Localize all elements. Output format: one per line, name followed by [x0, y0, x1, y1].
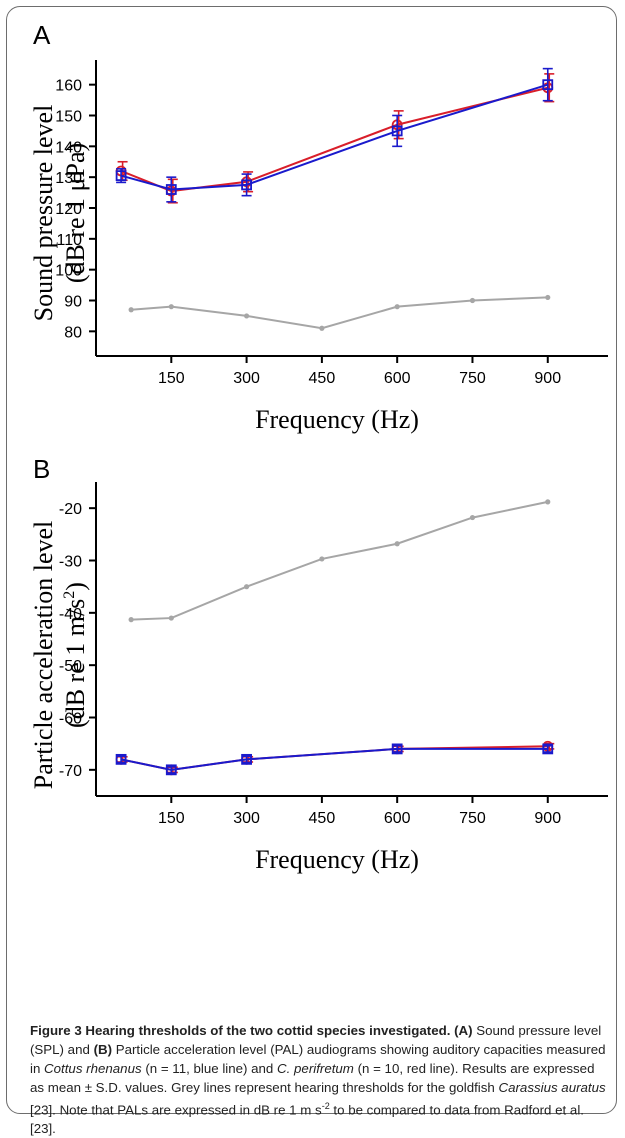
panel-a-ticks: 80 90 100 110 120 130 140 150 160 150 300 450 600 750…	[55, 78, 561, 387]
goldfish-line	[131, 500, 548, 621]
panel-b-ytick-label: -60	[59, 711, 82, 728]
panel-a-ytick-label: 90	[64, 294, 82, 311]
caption-species-3: Carassius auratus	[498, 1080, 606, 1095]
c_rhenanus-point	[115, 753, 127, 765]
caption-superscript: -2	[321, 1101, 330, 1111]
c_rhenanus-line	[120, 83, 549, 191]
panel-a-ylabel-line1: Sound pressure level	[29, 105, 58, 322]
goldfish-point	[168, 615, 174, 621]
goldfish-point	[243, 584, 250, 590]
panel-b-ytick-label: -20	[59, 501, 82, 518]
panel-a-ylabel-line2: (dB re 1 μPa)	[61, 143, 90, 283]
panel-a-ytick-label: 100	[55, 263, 82, 280]
c_rhenanus-point	[391, 743, 403, 755]
panel-b-ytick-label: -50	[59, 658, 82, 675]
panel-b-ticks: -70 -60 -50 -40 -30 -20 150 300 450 600 750 900	[59, 501, 561, 827]
caption-text-3: (n = 11, blue line) and	[141, 1061, 278, 1076]
goldfish-point	[469, 297, 476, 304]
panel-b: B -70 -60 -50 -40 -30 -20 150 300 450 600 750 900 P…	[29, 454, 608, 874]
goldfish-point	[394, 541, 400, 547]
panel-a-axes	[95, 60, 608, 357]
panel-b-xtick-label: 450	[309, 810, 336, 827]
caption-text-1: Sound pressure level (SPL) and	[30, 1023, 602, 1057]
c_rhenanus-point	[165, 764, 177, 776]
panel-b-ylabel-unit-pre: (dB re 1 m/s	[61, 599, 90, 728]
c_rhenanus-point	[115, 170, 127, 182]
goldfish-point	[394, 304, 400, 310]
c_rhenanus-point	[542, 79, 554, 91]
c_rhenanus-point	[241, 179, 252, 191]
panel-a-series-c_perifretum	[115, 73, 555, 204]
c_rhenanus-point	[165, 184, 177, 195]
caption-text-4: (n = 10, red line). Results are expresse…	[30, 1061, 595, 1095]
panel-a-ytick-label: 110	[56, 232, 82, 249]
panel-b-xlabel: Frequency (Hz)	[255, 845, 419, 874]
goldfish-point	[128, 307, 134, 313]
panel-a-ytick-label: 130	[55, 170, 82, 187]
panel-a-ytick-label: 140	[55, 139, 82, 156]
c_rhenanus-point	[542, 743, 554, 755]
panel-a-xtick-label: 750	[459, 370, 486, 387]
c_rhenanus-point	[241, 753, 252, 765]
panel-b-series-c_rhenanus	[115, 743, 554, 776]
panel-b-xtick-label: 750	[459, 810, 486, 827]
panel-a-xtick-label: 450	[309, 370, 336, 387]
panel-b-xtick-label: 600	[384, 810, 411, 827]
goldfish-point	[128, 617, 134, 623]
panel-a-ytick-label: 160	[55, 78, 82, 95]
caption-panel-a-ref: (A)	[450, 1023, 473, 1038]
panel-b-series-c_perifretum	[115, 740, 555, 776]
caption-species-2: C. perifretum	[277, 1061, 354, 1076]
panel-a-series-goldfish	[128, 294, 551, 331]
caption-text-5: [23]. Note that PALs are expressed in dB…	[30, 1102, 322, 1118]
panel-b-ylabel-unit-sup: 2	[61, 591, 78, 599]
panel-a-xtick-label: 300	[233, 370, 260, 387]
panel-b-ytick-label: -40	[59, 606, 82, 623]
panel-a-xlabel: Frequency (Hz)	[255, 405, 419, 434]
c_perifretum-line	[120, 86, 549, 193]
figure-canvas: A 80 90 100 110 120 130 140 150 160 150 300 450 600 7…	[29, 20, 608, 874]
panel-b-ylabel-line2: (dB re 1 m/s2)	[61, 582, 90, 728]
panel-a-letter: A	[33, 20, 51, 50]
goldfish-point	[469, 514, 476, 521]
panel-a-xtick-label: 600	[384, 370, 411, 387]
goldfish-line	[131, 296, 548, 330]
figure-caption: Figure 3 Hearing thresholds of the two c…	[30, 1021, 608, 1138]
c_rhenanus-line	[120, 747, 548, 771]
panel-a-ytick-label: 150	[55, 109, 82, 126]
caption-species-1: Cottus rhenanus	[44, 1061, 142, 1076]
caption-panel-b-ref: (B)	[93, 1042, 113, 1057]
panel-b-letter: B	[33, 454, 50, 484]
goldfish-point	[319, 556, 325, 562]
goldfish-point	[545, 499, 551, 505]
panel-b-series-goldfish	[128, 499, 551, 623]
panel-b-ylabel-unit-post: )	[61, 582, 90, 591]
panel-b-xtick-label: 300	[233, 810, 260, 827]
panel-a-ytick-label: 120	[55, 201, 82, 218]
panel-b-xtick-label: 900	[534, 810, 561, 827]
c_rhenanus-point	[391, 125, 403, 137]
panel-b-ytick-label: -30	[59, 554, 82, 571]
caption-text-2: Particle acceleration level (PAL) audiog…	[30, 1042, 606, 1076]
panel-b-xtick-label: 150	[158, 810, 185, 827]
panel-b-ytick-label: -70	[59, 763, 82, 780]
goldfish-point	[319, 325, 325, 331]
panel-b-axes	[95, 482, 608, 797]
figure-frame	[6, 6, 617, 1114]
goldfish-point	[545, 294, 551, 301]
panel-a-series-c_rhenanus	[115, 67, 554, 203]
panel-a-xtick-label: 900	[534, 370, 561, 387]
panel-a-series	[115, 67, 555, 331]
goldfish-point	[168, 304, 174, 310]
goldfish-point	[243, 313, 250, 319]
caption-lead: Figure 3 Hearing thresholds of the two c…	[30, 1023, 451, 1038]
panel-a-ytick-label: 80	[64, 324, 82, 341]
panel-a: A 80 90 100 110 120 130 140 150 160 150 300 450 600 7…	[29, 20, 608, 434]
panel-a-xtick-label: 150	[158, 370, 185, 387]
panel-b-series	[115, 499, 555, 776]
panel-b-ylabel-line1: Particle acceleration level	[29, 521, 58, 790]
